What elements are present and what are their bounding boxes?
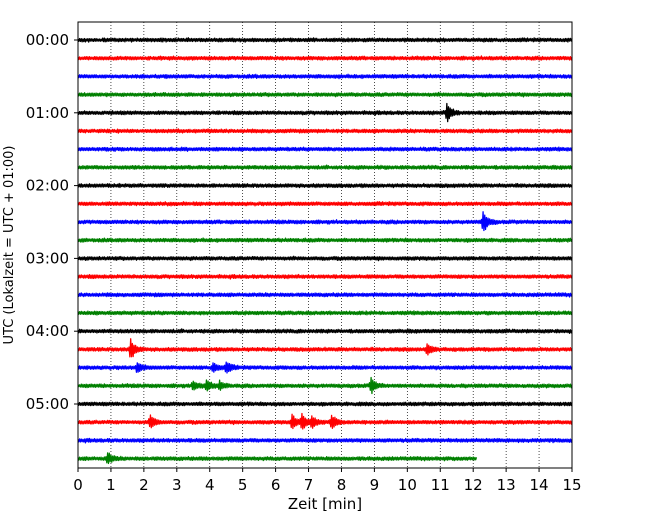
x-tick-label-13: 13 xyxy=(497,476,516,494)
trace-0100 xyxy=(77,102,573,123)
x-tick-label-12: 12 xyxy=(464,476,483,494)
trace-0115 xyxy=(77,128,573,134)
trace-0330 xyxy=(77,292,573,298)
x-tick-label-14: 14 xyxy=(530,476,549,494)
trace-0430 xyxy=(77,361,573,374)
trace-0345 xyxy=(77,310,573,316)
x-tick-label-10: 10 xyxy=(398,476,417,494)
trace-0045 xyxy=(77,91,573,98)
x-tick-label-4: 4 xyxy=(205,476,215,494)
x-tick-label-2: 2 xyxy=(139,476,149,494)
trace-0530 xyxy=(77,437,573,444)
x-tick-label-8: 8 xyxy=(337,476,347,494)
y-tick-label-4: 04:00 xyxy=(26,322,69,340)
trace-0415 xyxy=(77,338,573,358)
x-tick-label-0: 0 xyxy=(73,476,83,494)
trace-0445 xyxy=(77,376,573,395)
trace-0315 xyxy=(77,273,573,280)
trace-0230 xyxy=(77,211,573,232)
trace-0000 xyxy=(77,37,573,43)
trace-0145 xyxy=(77,164,573,171)
trace-0515 xyxy=(77,412,573,430)
y-tick-label-0: 00:00 xyxy=(26,31,69,49)
x-tick-label-7: 7 xyxy=(304,476,314,494)
y-tick-label-2: 02:00 xyxy=(26,177,69,195)
trace-0215 xyxy=(77,201,573,207)
trace-0015 xyxy=(77,55,573,61)
trace-0030 xyxy=(77,73,573,80)
trace-0300 xyxy=(77,255,573,262)
x-tick-label-9: 9 xyxy=(370,476,380,494)
y-tick-label-1: 01:00 xyxy=(26,104,69,122)
x-tick-label-3: 3 xyxy=(172,476,182,494)
x-tick-label-6: 6 xyxy=(271,476,281,494)
plot-frame xyxy=(77,21,573,469)
x-tick-label-5: 5 xyxy=(238,476,248,494)
y-tick-label-5: 05:00 xyxy=(26,395,69,413)
trace-0400 xyxy=(77,328,573,334)
trace-0245 xyxy=(77,237,573,244)
y-axis-label: UTC (Lokalzeit = UTC + 01:00) xyxy=(2,146,17,345)
x-tick-label-1: 1 xyxy=(106,476,116,494)
trace-0500 xyxy=(77,401,573,407)
x-tick-label-15: 15 xyxy=(562,476,581,494)
trace-0545 xyxy=(77,452,478,465)
trace-0130 xyxy=(77,146,573,152)
x-tick-label-11: 11 xyxy=(431,476,450,494)
trace-0200 xyxy=(77,182,573,189)
x-axis-label: Zeit [min] xyxy=(288,495,362,513)
y-tick-label-3: 03:00 xyxy=(26,249,69,267)
